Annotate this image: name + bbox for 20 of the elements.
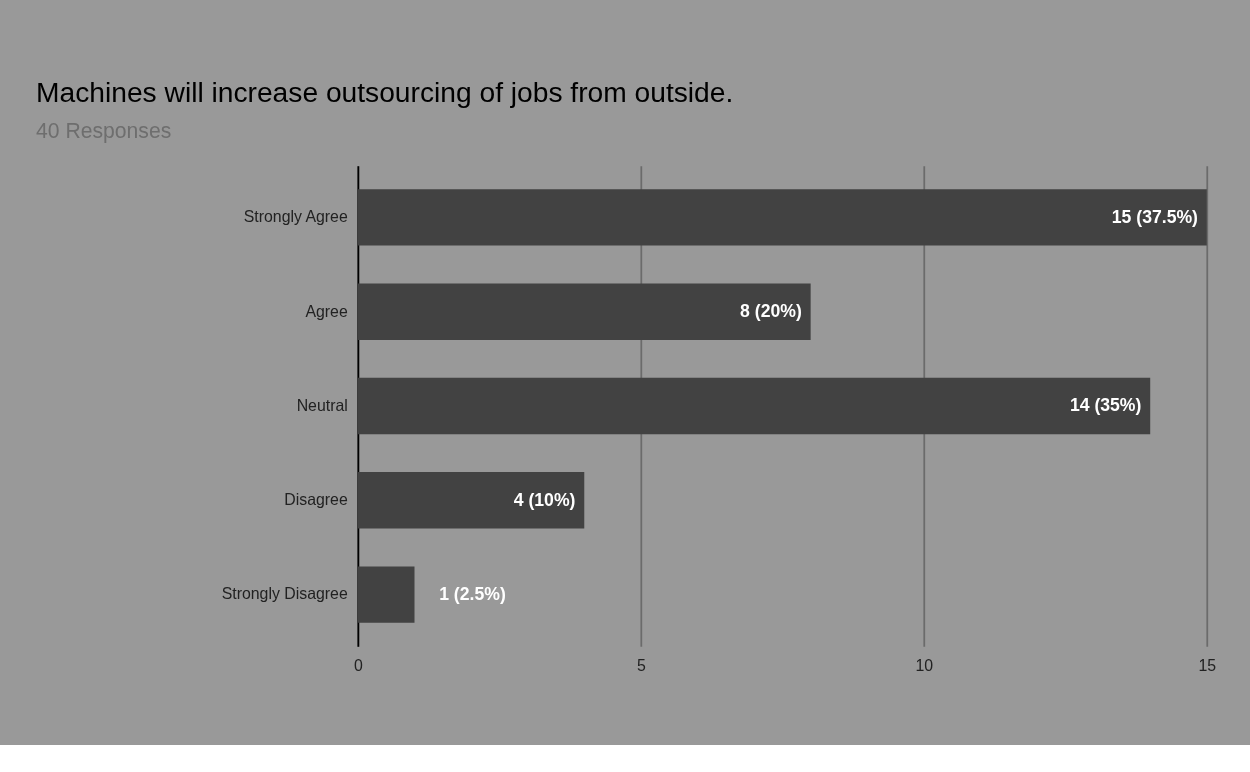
data-label: 1 (2.5%)	[439, 583, 506, 604]
data-label: 15 (37.5%)	[1111, 206, 1198, 227]
x-tick-label: 5	[636, 657, 646, 675]
data-label: 4 (10%)	[513, 489, 576, 510]
chart-title: Machines will increase outsourcing of jobs from outside.	[36, 76, 734, 109]
y-tick-label: Strongly Agree	[243, 208, 348, 226]
y-tick-label: Agree	[305, 302, 348, 320]
bar	[357, 472, 585, 529]
y-tick-label: Disagree	[284, 491, 348, 509]
y-tick-label: Strongly Disagree	[221, 585, 348, 603]
y-tick-label: Neutral	[296, 396, 348, 414]
bar	[357, 566, 415, 623]
bar	[357, 377, 1151, 435]
bar	[357, 189, 1207, 246]
data-label: 8 (20%)	[740, 300, 802, 321]
x-tick-label: 10	[915, 657, 934, 675]
x-tick-label: 15	[1198, 657, 1217, 675]
x-tick-label: 0	[353, 657, 363, 675]
bar	[357, 283, 811, 340]
data-label: 14 (35%)	[1069, 395, 1142, 416]
